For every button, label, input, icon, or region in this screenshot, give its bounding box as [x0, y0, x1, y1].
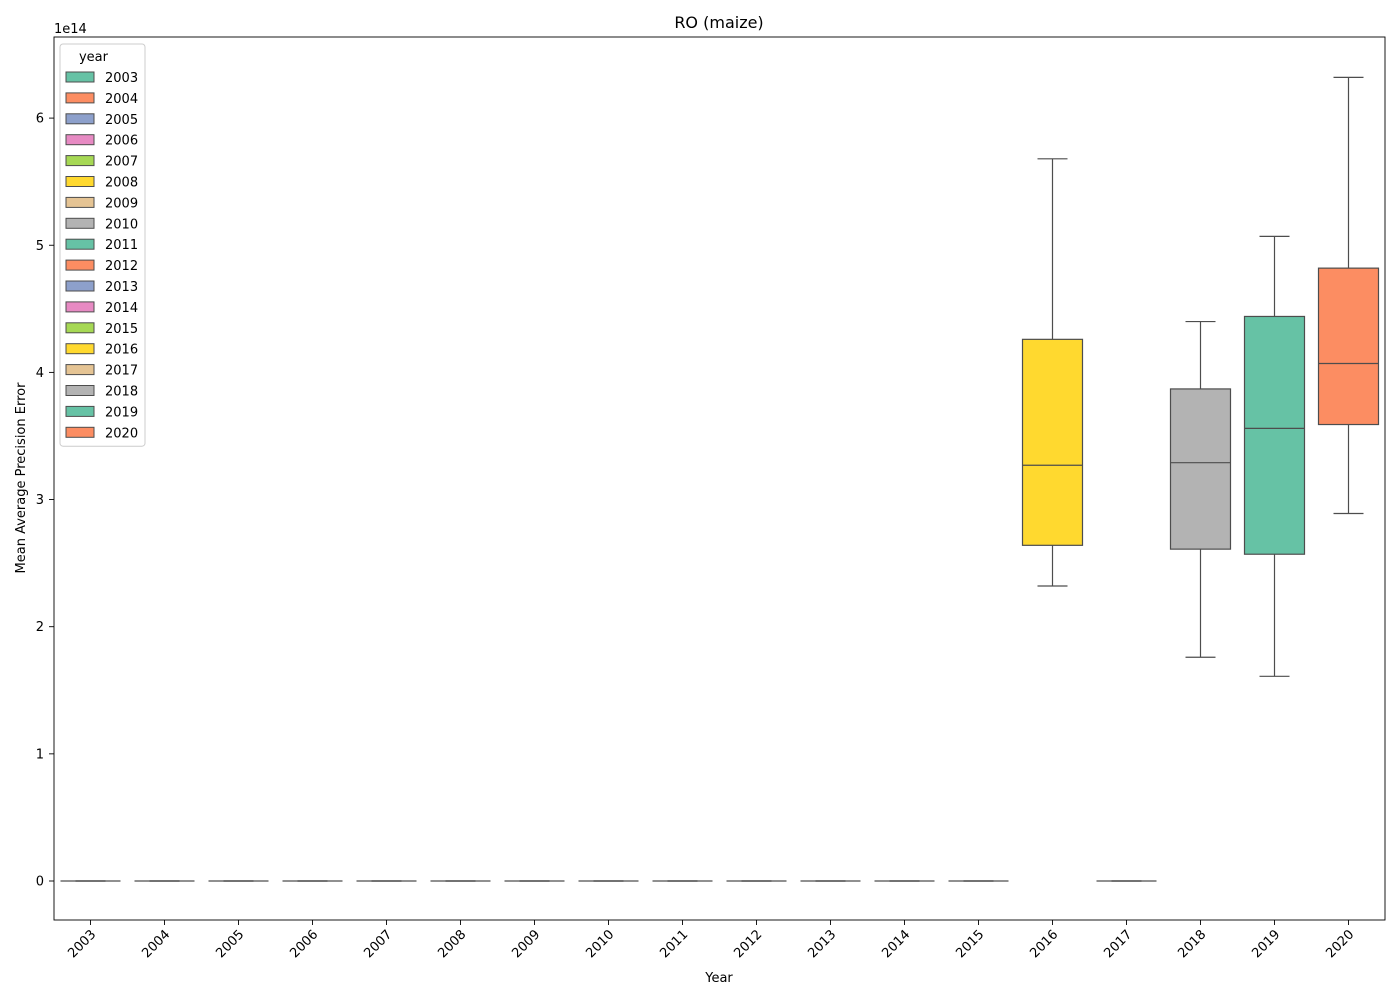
legend-entry-label: 2011 [105, 238, 138, 253]
x-tick-label: 2016 [1027, 927, 1061, 961]
y-tick-label: 5 [36, 239, 44, 254]
x-tick-label: 2009 [509, 927, 543, 961]
legend-swatch [65, 134, 95, 146]
legend-entry-label: 2014 [105, 301, 138, 316]
x-tick-label: 2020 [1323, 927, 1357, 961]
box-iqr [1021, 338, 1084, 546]
legend: year 2003 2004 2005 2006 2007 2008 2009 2010 2011… [59, 43, 146, 447]
y-tick-label: 0 [36, 875, 44, 890]
legend-entry-label: 2003 [105, 71, 138, 86]
legend-swatch [65, 92, 95, 104]
box-iqr [1317, 267, 1380, 426]
x-tick-label: 2013 [805, 927, 839, 961]
legend-entry-label: 2016 [105, 343, 138, 358]
legend-swatch [65, 196, 95, 208]
x-tick-label: 2012 [731, 927, 765, 961]
x-axis-label: Year [704, 971, 733, 986]
x-tick-label: 2017 [1101, 927, 1135, 961]
y-tick-label: 3 [36, 493, 44, 508]
legend-entry-label: 2006 [105, 134, 138, 149]
legend-entry-label: 2004 [105, 92, 138, 107]
y-tick-label: 6 [36, 112, 44, 127]
box-2019 [1243, 235, 1306, 677]
legend-swatch [65, 322, 95, 334]
legend-entry-label: 2020 [105, 426, 138, 441]
plot-area: 0 1 2 3 4 5 6 2003 2004 2005 2006 2007 2008 2009 2010 2… [36, 36, 1386, 961]
box-iqr [1169, 388, 1232, 550]
x-tick-label: 2004 [139, 927, 173, 961]
legend-entry-label: 2010 [105, 217, 138, 232]
box-2018 [1169, 320, 1232, 658]
x-tick-label: 2018 [1175, 927, 1209, 961]
y-tick-label: 1 [36, 747, 44, 762]
box-iqr [1243, 315, 1306, 555]
legend-swatch [65, 364, 95, 376]
x-tick-label: 2019 [1249, 927, 1283, 961]
y-axis-label: Mean Average Precision Error [14, 382, 29, 574]
legend-entry-label: 2012 [105, 259, 138, 274]
legend-swatch [65, 259, 95, 271]
legend-swatch [65, 113, 95, 125]
legend-swatch [65, 426, 95, 438]
x-tick-label: 2010 [583, 927, 617, 961]
legend-swatch [65, 385, 95, 396]
legend-swatch [65, 280, 95, 292]
legend-entry-label: 2009 [105, 196, 138, 211]
box-2020 [1317, 76, 1380, 515]
x-tick-label: 2008 [435, 927, 469, 961]
legend-swatch [65, 71, 95, 83]
legend-entry-label: 2013 [105, 280, 138, 295]
legend-entry-label: 2015 [105, 322, 138, 337]
legend-swatch [65, 238, 95, 250]
x-tick-label: 2015 [953, 927, 987, 961]
y-tick-label: 4 [36, 366, 44, 381]
legend-entry-label: 2007 [105, 155, 138, 170]
legend-entry-label: 2019 [105, 405, 138, 420]
legend-swatch [65, 217, 95, 229]
legend-swatch [65, 405, 95, 417]
legend-entry-label: 2017 [105, 364, 138, 379]
y-axis-scale-label: 1e14 [54, 22, 87, 37]
legend-entry-label: 2005 [105, 113, 138, 128]
chart-title: RO (maize) [674, 13, 763, 32]
x-tick-label: 2014 [879, 927, 913, 961]
legend-swatch [65, 176, 95, 187]
legend-swatch [65, 301, 95, 313]
x-tick-label: 2007 [361, 927, 395, 961]
legend-swatch [65, 155, 95, 167]
axes-frame [53, 36, 1386, 921]
x-tick-label: 2011 [657, 927, 691, 961]
x-tick-label: 2006 [287, 927, 321, 961]
x-tick-label: 2005 [213, 927, 247, 961]
legend-swatch [65, 343, 95, 355]
x-tick-label: 2003 [65, 927, 99, 961]
box-2016 [1021, 158, 1084, 587]
legend-entry-label: 2018 [105, 385, 138, 400]
y-tick-label: 2 [36, 620, 44, 635]
legend-title: year [79, 50, 109, 65]
legend-entry-label: 2008 [105, 176, 138, 191]
